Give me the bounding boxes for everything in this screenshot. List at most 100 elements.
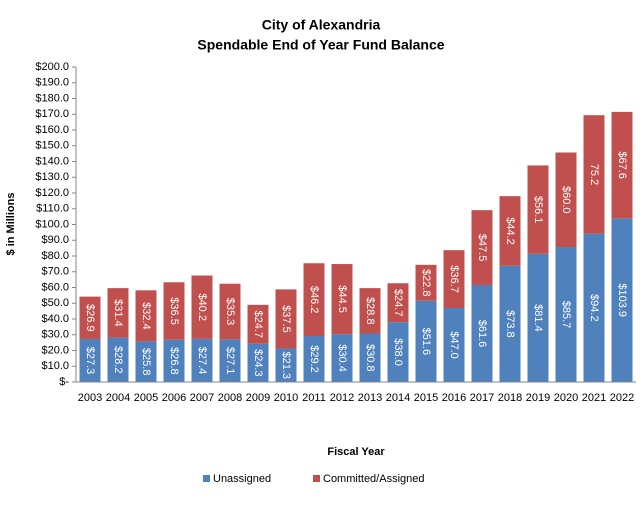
data-label: $35.3	[224, 298, 236, 326]
bar-segment	[527, 165, 549, 254]
data-label: $28.8	[364, 297, 376, 325]
bar-segment	[331, 334, 353, 382]
data-label: $40.2	[196, 293, 208, 321]
bar-segment	[583, 233, 605, 382]
y-tick-label: $60.0	[41, 281, 69, 293]
bar-segment	[107, 337, 129, 382]
x-tick-label: 2003	[78, 392, 102, 404]
y-tick-label: $40.0	[41, 313, 69, 325]
bar-segment	[527, 253, 549, 382]
data-label: $27.3	[84, 347, 96, 375]
bar-segment	[611, 111, 633, 219]
data-label: $26.8	[168, 347, 180, 375]
bar-segment	[471, 210, 493, 285]
bar-segment	[359, 333, 381, 382]
y-tick-label: $160.0	[35, 124, 69, 136]
legend-label: Unassigned	[213, 473, 271, 485]
x-tick-label: 2008	[218, 392, 242, 404]
x-tick-label: 2012	[330, 392, 354, 404]
x-tick-label: 2006	[162, 392, 186, 404]
y-tick-label: $70.0	[41, 266, 69, 278]
y-axis-title: $ in Millions	[5, 193, 17, 256]
y-tick-label: $50.0	[41, 297, 69, 309]
data-label: $26.9	[84, 304, 96, 332]
data-label: $81.4	[532, 304, 544, 332]
data-label: $61.6	[476, 320, 488, 348]
x-tick-label: 2011	[302, 392, 326, 404]
data-label: $103.9	[616, 283, 628, 317]
bar-segment	[163, 282, 185, 340]
bar-segment	[499, 265, 521, 382]
data-label: $36.7	[448, 265, 460, 293]
y-tick-label: $190.0	[35, 77, 69, 89]
x-tick-label: 2007	[190, 392, 214, 404]
x-tick-label: 2018	[498, 392, 522, 404]
bar-segment	[471, 284, 493, 382]
bar-segment	[163, 339, 185, 382]
bar-segment	[275, 289, 297, 349]
bar-segment	[219, 283, 241, 340]
x-tick-label: 2021	[582, 392, 606, 404]
bar-segment	[555, 152, 577, 248]
data-label: $24.7	[252, 311, 264, 339]
bar-segment	[583, 115, 605, 234]
bar-segment	[555, 247, 577, 382]
bar-segment	[79, 339, 101, 382]
data-label: $56.1	[532, 196, 544, 224]
data-label: $47.0	[448, 331, 460, 359]
x-tick-label: 2009	[246, 392, 270, 404]
x-axis-title: Fiscal Year	[327, 446, 385, 458]
y-tick-label: $-	[59, 376, 69, 388]
data-label: $31.4	[112, 299, 124, 327]
x-tick-label: 2013	[358, 392, 382, 404]
data-label: $24.3	[252, 349, 264, 377]
bar-segment	[275, 348, 297, 382]
x-tick-label: 2015	[414, 392, 438, 404]
y-tick-label: $30.0	[41, 329, 69, 341]
y-tick-label: $140.0	[35, 155, 69, 167]
bar-segment	[387, 283, 409, 323]
data-label: $85.7	[560, 301, 572, 329]
data-label: 75.2	[588, 164, 600, 185]
bar-segment	[387, 322, 409, 382]
x-tick-label: 2004	[106, 392, 130, 404]
bar-segment	[303, 263, 325, 337]
bar-segment	[443, 307, 465, 382]
bar-segment	[191, 338, 213, 382]
data-label: $38.0	[392, 338, 404, 366]
x-tick-label: 2014	[386, 392, 410, 404]
bar-segment	[247, 343, 269, 382]
data-label: $44.2	[504, 217, 516, 245]
y-tick-label: $80.0	[41, 250, 69, 262]
y-tick-label: $180.0	[35, 92, 69, 104]
bar-segment	[107, 288, 129, 338]
data-label: $36.5	[168, 297, 180, 325]
data-label: $67.6	[616, 151, 628, 179]
legend-label: Committed/Assigned	[323, 473, 425, 485]
bar-segment	[303, 336, 325, 382]
data-label: $37.5	[280, 305, 292, 333]
chart-title: City of Alexandria	[262, 17, 381, 33]
y-tick-label: $20.0	[41, 344, 69, 356]
data-label: $21.3	[280, 351, 292, 379]
data-label: $32.4	[140, 302, 152, 330]
bar-segment	[219, 339, 241, 382]
bar-segment	[135, 290, 157, 342]
legend-swatch	[203, 475, 210, 482]
y-tick-label: $120.0	[35, 187, 69, 199]
x-tick-label: 2010	[274, 392, 298, 404]
y-tick-label: $200.0	[35, 61, 69, 73]
data-label: $44.5	[336, 285, 348, 313]
chart-subtitle: Spendable End of Year Fund Balance	[197, 37, 444, 53]
y-tick-label: $10.0	[41, 360, 69, 372]
data-label: $27.1	[224, 347, 236, 375]
y-tick-label: $130.0	[35, 171, 69, 183]
x-tick-label: 2017	[470, 392, 494, 404]
bar-segment	[331, 264, 353, 335]
data-label: $24.7	[392, 289, 404, 317]
x-tick-label: 2020	[554, 392, 578, 404]
data-label: $46.2	[308, 286, 320, 314]
x-tick-label: 2019	[526, 392, 550, 404]
